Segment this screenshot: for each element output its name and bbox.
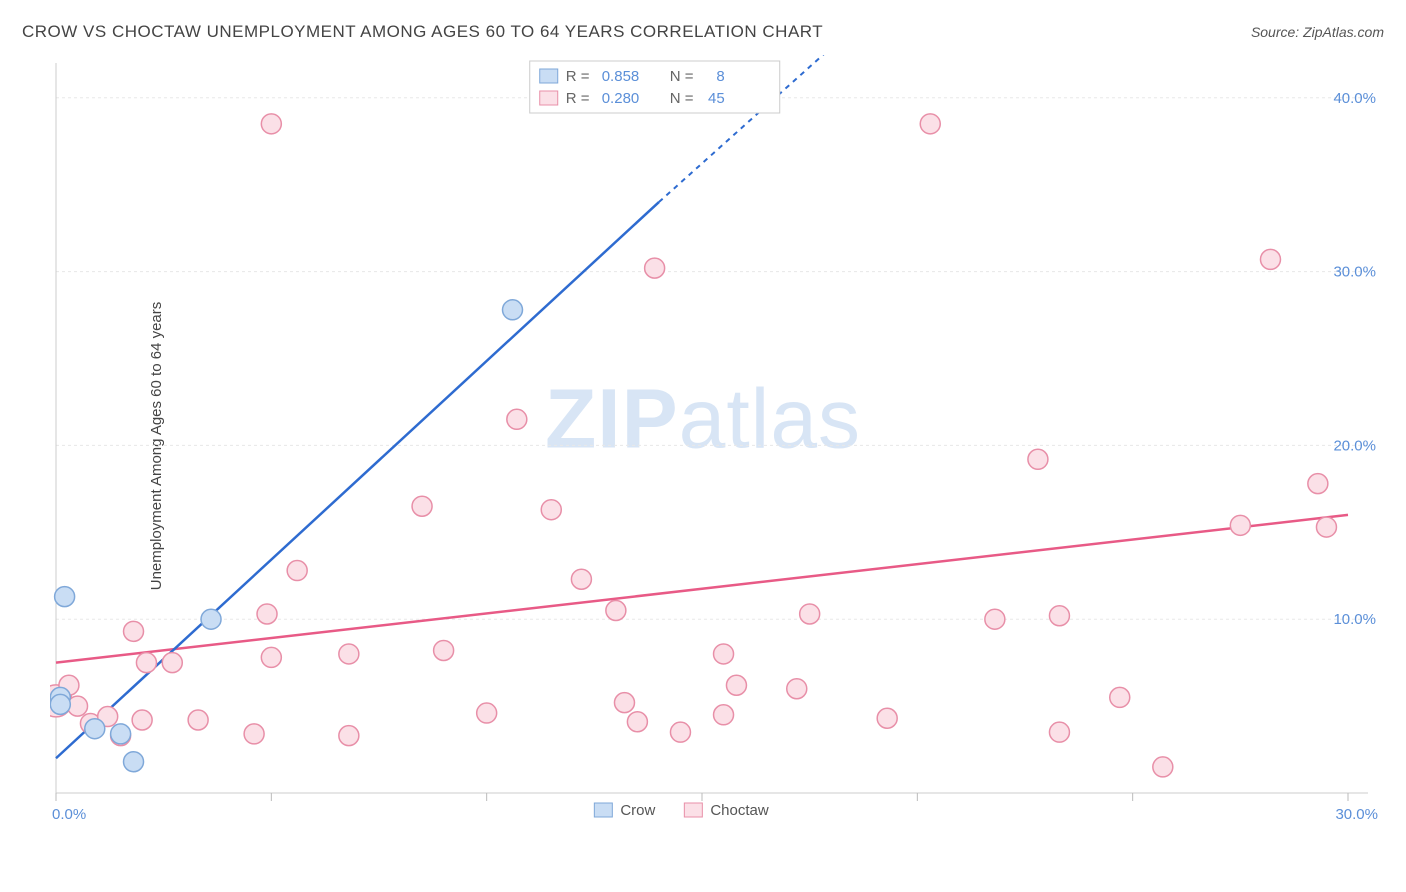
- choctaw-n-value: 45: [708, 90, 725, 107]
- choctaw-point: [162, 653, 182, 673]
- y-tick-label: 40.0%: [1333, 90, 1376, 107]
- choctaw-point: [1230, 515, 1250, 535]
- stats-r-label-2: R =: [566, 90, 590, 107]
- stats-n-label-2: N =: [670, 90, 694, 107]
- choctaw-point: [877, 708, 897, 728]
- choctaw-point: [339, 644, 359, 664]
- choctaw-point: [136, 653, 156, 673]
- choctaw-point: [714, 705, 734, 725]
- crow-point: [50, 694, 70, 714]
- choctaw-point: [1153, 757, 1173, 777]
- source-label: Source:: [1251, 24, 1303, 40]
- choctaw-point: [606, 601, 626, 621]
- crow-point: [55, 587, 75, 607]
- choctaw-point: [645, 258, 665, 278]
- choctaw-point: [1049, 722, 1069, 742]
- crow-point: [111, 724, 131, 744]
- crow-n-value: 8: [716, 68, 724, 85]
- crow-legend-label: Crow: [620, 802, 655, 819]
- choctaw-point: [507, 409, 527, 429]
- choctaw-point: [287, 561, 307, 581]
- source-name: ZipAtlas.com: [1303, 24, 1384, 40]
- choctaw-point: [124, 621, 144, 641]
- crow-point: [503, 300, 523, 320]
- crow-r-value: 0.858: [602, 68, 640, 85]
- choctaw-point: [800, 604, 820, 624]
- choctaw-point: [787, 679, 807, 699]
- crow-swatch-icon: [540, 69, 558, 83]
- x-tick-label: 30.0%: [1335, 806, 1378, 823]
- choctaw-legend-swatch-icon: [684, 803, 702, 817]
- choctaw-point: [434, 640, 454, 660]
- choctaw-point: [571, 569, 591, 589]
- choctaw-point: [132, 710, 152, 730]
- source-attribution: Source: ZipAtlas.com: [1251, 24, 1384, 40]
- choctaw-point: [1028, 449, 1048, 469]
- crow-point: [124, 752, 144, 772]
- choctaw-legend-label: Choctaw: [710, 802, 769, 819]
- choctaw-point: [1316, 517, 1336, 537]
- y-tick-label: 30.0%: [1333, 264, 1376, 281]
- choctaw-point: [670, 722, 690, 742]
- stats-n-label: N =: [670, 68, 694, 85]
- choctaw-point: [1049, 606, 1069, 626]
- choctaw-trend-line: [56, 515, 1348, 663]
- choctaw-point: [261, 647, 281, 667]
- choctaw-point: [477, 703, 497, 723]
- choctaw-point: [1308, 474, 1328, 494]
- choctaw-point: [541, 500, 561, 520]
- stats-r-label: R =: [566, 68, 590, 85]
- choctaw-point: [244, 724, 264, 744]
- crow-point: [201, 609, 221, 629]
- choctaw-point: [627, 712, 647, 732]
- crow-legend-swatch-icon: [594, 803, 612, 817]
- correlation-chart: 10.0% 20.0% 30.0% 40.0% 0.0% 30.0% R = 0.858 N …: [50, 55, 1380, 845]
- choctaw-swatch-icon: [540, 91, 558, 105]
- crow-trend-line: [56, 202, 659, 758]
- choctaw-r-value: 0.280: [602, 90, 640, 107]
- choctaw-point: [188, 710, 208, 730]
- choctaw-point: [261, 114, 281, 134]
- crow-point: [85, 719, 105, 739]
- choctaw-point: [257, 604, 277, 624]
- choctaw-point: [614, 693, 634, 713]
- choctaw-point: [339, 726, 359, 746]
- y-tick-label: 10.0%: [1333, 611, 1376, 628]
- x-tick-label: 0.0%: [52, 806, 86, 823]
- chart-title: CROW VS CHOCTAW UNEMPLOYMENT AMONG AGES …: [22, 22, 823, 42]
- choctaw-point: [1260, 249, 1280, 269]
- choctaw-point: [1110, 687, 1130, 707]
- choctaw-point: [985, 609, 1005, 629]
- choctaw-point: [412, 496, 432, 516]
- choctaw-point: [714, 644, 734, 664]
- choctaw-point: [920, 114, 940, 134]
- choctaw-point: [726, 675, 746, 695]
- y-tick-label: 20.0%: [1333, 437, 1376, 454]
